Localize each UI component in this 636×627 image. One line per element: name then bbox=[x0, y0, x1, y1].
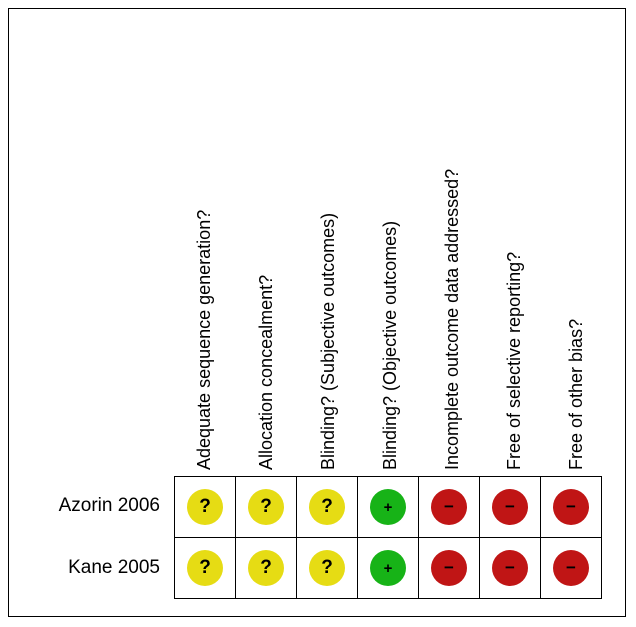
high-risk-icon: − bbox=[492, 550, 528, 586]
domain-header-label: Incomplete outcome data addressed? bbox=[442, 168, 462, 470]
domain-header-label: Blinding? (Objective outcomes) bbox=[380, 220, 400, 470]
grid-cell: − bbox=[479, 537, 541, 599]
high-risk-icon: − bbox=[553, 489, 589, 525]
domain-header-label: Allocation concealment? bbox=[256, 274, 276, 470]
grid-cell: − bbox=[540, 476, 602, 538]
grid-cell: ? bbox=[296, 476, 358, 538]
domain-header-label: Free of selective reporting? bbox=[504, 251, 524, 470]
high-risk-icon: − bbox=[431, 550, 467, 586]
domain-header-label: Adequate sequence generation? bbox=[194, 209, 214, 470]
grid-cell: − bbox=[418, 537, 480, 599]
grid-cell: ? bbox=[174, 476, 236, 538]
high-risk-icon: − bbox=[553, 550, 589, 586]
high-risk-icon: − bbox=[431, 489, 467, 525]
grid-cell: − bbox=[540, 537, 602, 599]
unclear-risk-icon: ? bbox=[187, 489, 223, 525]
unclear-risk-icon: ? bbox=[187, 550, 223, 586]
grid-cell: + bbox=[357, 537, 419, 599]
low-risk-icon: + bbox=[370, 489, 406, 525]
high-risk-icon: − bbox=[492, 489, 528, 525]
grid-cell: − bbox=[479, 476, 541, 538]
study-label: Azorin 2006 bbox=[58, 495, 160, 516]
domain-header-label: Free of other bias? bbox=[566, 318, 586, 470]
study-label: Kane 2005 bbox=[68, 557, 160, 578]
unclear-risk-icon: ? bbox=[309, 489, 345, 525]
grid-cell: − bbox=[418, 476, 480, 538]
grid-cell: + bbox=[357, 476, 419, 538]
grid-cell: ? bbox=[174, 537, 236, 599]
grid-cell: ? bbox=[296, 537, 358, 599]
figure-frame bbox=[8, 8, 626, 617]
unclear-risk-icon: ? bbox=[309, 550, 345, 586]
low-risk-icon: + bbox=[370, 550, 406, 586]
grid-cell: ? bbox=[235, 476, 297, 538]
domain-header-label: Blinding? (Subjective outcomes) bbox=[318, 212, 338, 470]
grid-cell: ? bbox=[235, 537, 297, 599]
unclear-risk-icon: ? bbox=[248, 550, 284, 586]
unclear-risk-icon: ? bbox=[248, 489, 284, 525]
